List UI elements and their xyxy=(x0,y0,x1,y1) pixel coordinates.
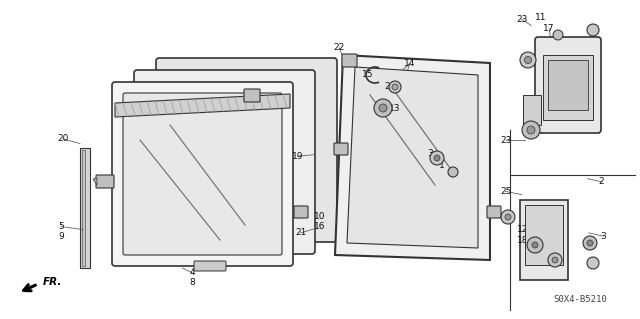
Circle shape xyxy=(532,242,538,248)
FancyBboxPatch shape xyxy=(156,58,337,242)
FancyBboxPatch shape xyxy=(194,261,226,271)
Text: 21: 21 xyxy=(295,228,307,237)
Text: 11: 11 xyxy=(535,13,547,22)
FancyBboxPatch shape xyxy=(334,143,348,155)
Bar xyxy=(82,150,85,266)
Text: 2: 2 xyxy=(599,177,604,186)
FancyBboxPatch shape xyxy=(535,37,601,133)
Circle shape xyxy=(527,237,543,253)
Text: 23: 23 xyxy=(516,15,527,24)
FancyBboxPatch shape xyxy=(123,93,282,255)
Circle shape xyxy=(501,210,515,224)
Text: FR.: FR. xyxy=(43,277,62,287)
Text: 17: 17 xyxy=(543,24,555,33)
Text: 1: 1 xyxy=(439,161,444,170)
Text: 3: 3 xyxy=(428,149,433,158)
Text: 24: 24 xyxy=(385,82,396,91)
Text: 7: 7 xyxy=(135,120,140,129)
Circle shape xyxy=(379,104,387,112)
Circle shape xyxy=(374,99,392,117)
FancyBboxPatch shape xyxy=(294,206,308,218)
Circle shape xyxy=(448,167,458,177)
Text: S0X4-B5210: S0X4-B5210 xyxy=(553,295,607,305)
Polygon shape xyxy=(93,178,97,185)
Circle shape xyxy=(527,126,535,134)
Text: 8: 8 xyxy=(189,278,195,287)
Text: 5: 5 xyxy=(58,222,63,231)
Text: 23: 23 xyxy=(500,136,511,145)
Text: 12: 12 xyxy=(517,225,529,234)
Circle shape xyxy=(525,56,531,63)
Circle shape xyxy=(553,30,563,40)
Bar xyxy=(548,60,588,110)
Circle shape xyxy=(552,257,558,263)
Circle shape xyxy=(522,121,540,139)
FancyBboxPatch shape xyxy=(342,54,357,67)
Text: 3: 3 xyxy=(600,232,605,241)
Circle shape xyxy=(520,52,536,68)
Text: 4: 4 xyxy=(189,268,195,277)
Circle shape xyxy=(548,253,562,267)
Circle shape xyxy=(587,24,599,36)
Polygon shape xyxy=(115,94,290,117)
Circle shape xyxy=(587,240,593,246)
Text: 13: 13 xyxy=(389,104,401,113)
Circle shape xyxy=(505,214,511,220)
FancyBboxPatch shape xyxy=(96,175,114,188)
Bar xyxy=(543,55,593,120)
Polygon shape xyxy=(335,55,490,260)
Circle shape xyxy=(583,236,597,250)
Text: 14: 14 xyxy=(404,59,415,68)
FancyBboxPatch shape xyxy=(244,89,260,102)
Text: 22: 22 xyxy=(333,43,345,52)
Text: 18: 18 xyxy=(517,236,529,245)
Polygon shape xyxy=(347,67,478,248)
FancyBboxPatch shape xyxy=(134,70,315,254)
FancyBboxPatch shape xyxy=(487,206,501,218)
Bar xyxy=(80,148,90,268)
Bar xyxy=(525,205,563,265)
Text: 16: 16 xyxy=(314,222,326,231)
Text: 25: 25 xyxy=(500,187,511,196)
Circle shape xyxy=(389,81,401,93)
Text: 10: 10 xyxy=(314,212,326,221)
Text: 20: 20 xyxy=(172,112,184,121)
Text: 19: 19 xyxy=(292,152,303,161)
Circle shape xyxy=(434,155,440,161)
Text: 20: 20 xyxy=(57,134,68,143)
Text: 15: 15 xyxy=(362,70,374,79)
FancyBboxPatch shape xyxy=(112,82,293,266)
Bar xyxy=(523,95,541,125)
Circle shape xyxy=(587,257,599,269)
Circle shape xyxy=(430,151,444,165)
Text: 6: 6 xyxy=(204,94,209,103)
Circle shape xyxy=(392,84,398,90)
Text: 9: 9 xyxy=(58,232,63,241)
Bar xyxy=(520,200,568,280)
